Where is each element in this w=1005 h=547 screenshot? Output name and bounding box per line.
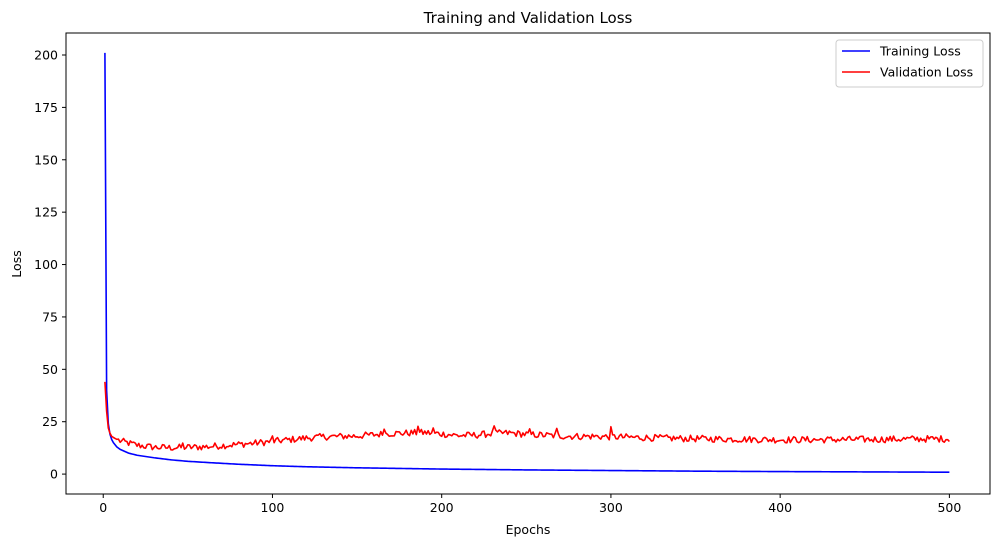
y-tick-label: 200 [34, 48, 58, 63]
legend-box [835, 39, 984, 88]
chart-title: Training and Validation Loss [423, 9, 633, 27]
y-axis-label: Loss [9, 250, 24, 277]
y-tick-label: 75 [42, 309, 58, 324]
y-tick-label: 0 [50, 467, 58, 482]
x-tick-label: 500 [937, 500, 961, 515]
y-tick-label: 50 [42, 362, 58, 377]
series-line-training-loss [104, 52, 950, 474]
y-tick-label: 175 [34, 100, 58, 115]
y-tick-label: 125 [34, 205, 58, 220]
x-tick-label: 300 [599, 500, 623, 515]
series-line-validation-loss [104, 381, 950, 451]
legend-label-training-loss: Training Loss [879, 44, 961, 59]
x-tick-label: 100 [261, 500, 285, 515]
x-tick-label: 400 [768, 500, 792, 515]
legend: Training Loss Validation Loss [835, 39, 984, 88]
x-axis-ticks: 0 100 200 300 400 500 [99, 494, 961, 515]
y-tick-label: 150 [34, 152, 58, 167]
y-tick-label: 25 [42, 414, 58, 429]
y-tick-label: 100 [34, 257, 58, 272]
x-axis-label: Epochs [506, 522, 551, 537]
y-axis-ticks: 0 25 50 75 100 125 150 175 200 [34, 48, 66, 482]
x-tick-label: 0 [99, 500, 107, 515]
x-tick-label: 200 [430, 500, 454, 515]
plot-frame [65, 32, 991, 495]
legend-label-validation-loss: Validation Loss [880, 65, 973, 80]
series-layer [104, 52, 950, 474]
